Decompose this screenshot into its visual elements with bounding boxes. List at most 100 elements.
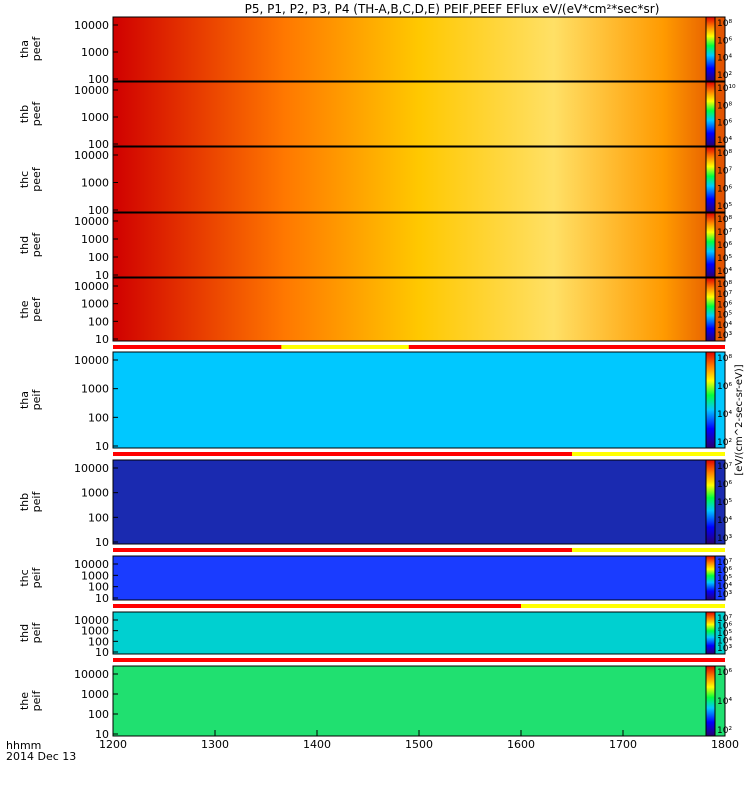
colorbar-tick-label: 10⁷ (717, 462, 732, 472)
y-tick-label: 10000 (74, 19, 109, 32)
colorbar-tick-label: 10⁷ (717, 167, 732, 177)
y-axis-label-probe: thd (18, 624, 31, 642)
spectrogram-panel-thb-peif (112, 459, 726, 545)
y-axis-label-probe: thc (18, 569, 31, 586)
colorbar-tick-label: 10⁴ (717, 697, 732, 707)
y-axis-label-probe: thd (18, 236, 31, 254)
colorbar-tick-label: 10⁶ (717, 382, 732, 392)
y-tick-label: 100 (88, 251, 109, 264)
colorbar-tick-label: 10⁶ (717, 668, 732, 678)
spectrogram-panel-thb-peef (112, 81, 726, 147)
y-tick-label: 10000 (74, 462, 109, 475)
flag-bar-red-segment (113, 345, 282, 349)
y-tick-label: 10 (95, 269, 109, 282)
y-tick-label: 100 (88, 411, 109, 424)
colorbar-tick-label: 10⁴ (717, 410, 732, 420)
y-tick-label: 1000 (81, 233, 109, 246)
colorbar-tick-label: 10⁴ (717, 516, 732, 526)
spectrogram-panel-thc-peif (112, 555, 726, 601)
y-tick-label: 10000 (74, 668, 109, 681)
y-axis-label-product: peif (30, 690, 43, 712)
colorbar-tick-label: 10⁷ (717, 558, 732, 568)
y-tick-label: 1000 (81, 383, 109, 396)
x-tick-label: 1500 (405, 738, 433, 751)
colorbar-tick-label: 10⁷ (717, 614, 732, 624)
x-tick-label: 1200 (99, 738, 127, 751)
colorbar-tick-label: 10³ (717, 590, 732, 600)
colorbar (705, 212, 716, 278)
colorbar-tick-label: 10⁵ (717, 311, 732, 321)
y-axis-label-probe: the (18, 692, 31, 710)
x-tick-label: 1600 (507, 738, 535, 751)
colorbar-tick-label: 10⁶ (717, 241, 732, 251)
y-axis-label-product: peif (30, 567, 43, 589)
colorbar (705, 277, 716, 342)
colorbar-tick-label: 10⁶ (717, 36, 732, 46)
colorbar-tick-label: 10⁷ (717, 228, 732, 238)
colorbar-tick-label: 10⁴ (717, 637, 732, 647)
colorbar-tick-label: 10⁶ (717, 184, 732, 194)
y-tick-label: 10000 (74, 84, 109, 97)
colorbar-tick-label: 10³ (717, 534, 732, 544)
colorbar-tick-label: 10⁶ (717, 119, 732, 129)
x-tick-label: 1300 (201, 738, 229, 751)
flag-bar-red-segment (113, 452, 572, 456)
colorbar-tick-label: 10³ (717, 331, 732, 341)
y-tick-label: 10000 (74, 614, 109, 627)
colorbar-tick-label: 10⁸ (717, 101, 732, 111)
colorbar-tick-label: 10⁵ (717, 254, 732, 264)
y-tick-label: 100 (88, 138, 109, 151)
y-axis-label-product: peef (30, 36, 43, 62)
chart-title: P5, P1, P2, P3, P4 (TH-A,B,C,D,E) PEIF,P… (245, 2, 660, 16)
spectrogram-panel-the-peif (112, 665, 726, 737)
y-tick-label: 100 (88, 315, 109, 328)
colorbar-unit-label: [eV/(cm^2-sec-sr-eV)] (734, 364, 745, 475)
colorbar (705, 146, 716, 213)
y-axis-label-probe: thb (18, 493, 31, 511)
colorbar-tick-label: 10¹⁰ (717, 84, 736, 94)
spectrogram-panel-thd-peef (112, 212, 726, 278)
colorbar-tick-label: 10³ (717, 644, 732, 654)
y-tick-label: 1000 (81, 625, 109, 638)
y-tick-label: 10 (95, 333, 109, 346)
x-axis-label-line1: hhmm (6, 739, 41, 752)
colorbar-tick-label: 10⁸ (717, 215, 732, 225)
y-tick-label: 1000 (81, 688, 109, 701)
y-tick-label: 10 (95, 728, 109, 741)
colorbar-tick-label: 10² (717, 438, 732, 448)
y-tick-label: 10 (95, 646, 109, 659)
x-axis: 1200 1300 1400 1500 1600 1700 1800 (99, 730, 739, 751)
y-axis-label-probe: tha (18, 391, 31, 409)
colorbar-tick-label: 10⁸ (717, 354, 732, 364)
y-tick-label: 10000 (74, 354, 109, 367)
colorbar-tick-label: 10⁴ (717, 321, 732, 331)
y-tick-label: 100 (88, 708, 109, 721)
colorbar (705, 351, 716, 449)
y-tick-label: 10000 (74, 149, 109, 162)
colorbar (705, 665, 716, 737)
x-tick-label: 1400 (303, 738, 331, 751)
y-tick-label: 10 (95, 592, 109, 605)
colorbar-tick-label: 10⁸ (717, 280, 732, 290)
y-tick-label: 1000 (81, 111, 109, 124)
colorbar-tick-label: 10⁶ (717, 300, 732, 310)
x-axis-label-line2: 2014 Dec 13 (6, 750, 76, 763)
spectrogram-panel-the-peef (112, 277, 726, 342)
y-axis-label-product: peif (30, 389, 43, 411)
y-axis-label-product: peef (30, 232, 43, 258)
spectrogram-panel-thc-peef (112, 146, 726, 213)
colorbar (705, 555, 716, 601)
y-tick-label: 1000 (81, 177, 109, 190)
colorbar-tick-label: 10⁶ (717, 566, 732, 576)
colorbar-tick-label: 10⁴ (717, 54, 732, 64)
y-tick-label: 10000 (74, 280, 109, 293)
colorbar (705, 611, 716, 655)
y-axis-label-product: peif (30, 622, 43, 644)
colorbar-tick-label: 10⁵ (717, 202, 732, 212)
y-tick-label: 100 (88, 635, 109, 648)
colorbar-tick-label: 10⁶ (717, 622, 732, 632)
y-axis-label-product: peef (30, 296, 43, 322)
x-tick-label: 1800 (711, 738, 739, 751)
